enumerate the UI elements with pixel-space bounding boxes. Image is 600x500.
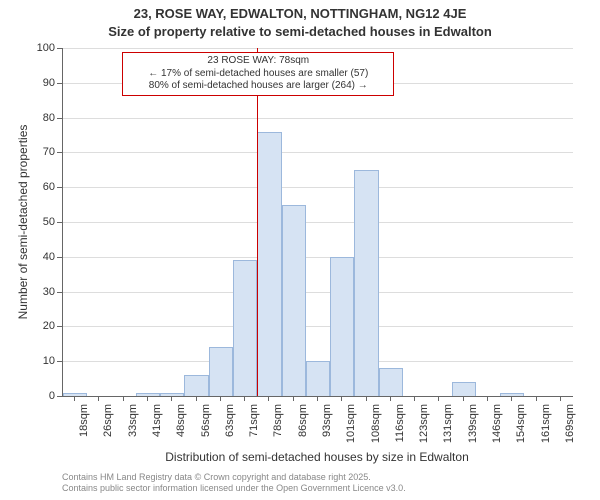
y-tick-label: 80: [27, 112, 55, 124]
histogram-bar: [160, 393, 184, 396]
y-tick-label: 0: [27, 390, 55, 402]
y-tick: [57, 396, 62, 397]
x-tick-label: 33sqm: [127, 404, 139, 444]
x-tick-label: 131sqm: [442, 404, 454, 444]
x-tick-label: 146sqm: [491, 404, 503, 444]
histogram-bar: [257, 132, 281, 396]
histogram-bar: [233, 260, 257, 396]
histogram-bar: [452, 382, 476, 396]
x-tick: [511, 396, 512, 401]
y-tick: [57, 152, 62, 153]
histogram-bar: [282, 205, 306, 396]
x-tick-label: 41sqm: [151, 404, 163, 444]
gridline: [63, 48, 573, 49]
x-tick: [123, 396, 124, 401]
x-tick-label: 93sqm: [321, 404, 333, 444]
histogram-bar: [306, 361, 330, 396]
x-tick-label: 116sqm: [394, 404, 406, 444]
x-tick-label: 123sqm: [418, 404, 430, 444]
y-tick-label: 40: [27, 251, 55, 263]
y-tick: [57, 48, 62, 49]
y-tick: [57, 257, 62, 258]
x-tick-label: 48sqm: [175, 404, 187, 444]
y-tick: [57, 361, 62, 362]
x-tick-label: 139sqm: [467, 404, 479, 444]
footer-attribution: Contains HM Land Registry data © Crown c…: [62, 472, 406, 494]
y-tick: [57, 292, 62, 293]
x-tick: [147, 396, 148, 401]
y-tick-label: 90: [27, 77, 55, 89]
x-axis-title: Distribution of semi-detached houses by …: [62, 450, 572, 464]
x-tick: [463, 396, 464, 401]
gridline: [63, 118, 573, 119]
x-tick-label: 169sqm: [564, 404, 576, 444]
x-tick: [560, 396, 561, 401]
x-tick-label: 108sqm: [370, 404, 382, 444]
histogram-bar: [354, 170, 378, 396]
histogram-bar: [209, 347, 233, 396]
x-tick: [366, 396, 367, 401]
footer-line-1: Contains HM Land Registry data © Crown c…: [62, 472, 406, 483]
histogram-bar: [184, 375, 208, 396]
y-tick: [57, 83, 62, 84]
x-tick-label: 86sqm: [297, 404, 309, 444]
x-tick-label: 154sqm: [515, 404, 527, 444]
x-tick-label: 161sqm: [540, 404, 552, 444]
x-tick-label: 101sqm: [345, 404, 357, 444]
gridline: [63, 187, 573, 188]
chart-title-address: 23, ROSE WAY, EDWALTON, NOTTINGHAM, NG12…: [0, 6, 600, 21]
x-tick: [244, 396, 245, 401]
y-tick: [57, 222, 62, 223]
chart-title-subtitle: Size of property relative to semi-detach…: [0, 24, 600, 39]
footer-line-2: Contains public sector information licen…: [62, 483, 406, 494]
x-tick: [220, 396, 221, 401]
annotation-line: 80% of semi-detached houses are larger (…: [127, 80, 389, 93]
x-tick-label: 63sqm: [224, 404, 236, 444]
y-tick: [57, 118, 62, 119]
y-tick-label: 100: [27, 42, 55, 54]
annotation-line: 23 ROSE WAY: 78sqm: [127, 55, 389, 68]
gridline: [63, 257, 573, 258]
gridline: [63, 292, 573, 293]
gridline: [63, 326, 573, 327]
y-tick-label: 10: [27, 355, 55, 367]
y-tick: [57, 187, 62, 188]
histogram-bar: [500, 393, 524, 396]
x-tick: [196, 396, 197, 401]
y-tick: [57, 326, 62, 327]
x-tick: [171, 396, 172, 401]
x-tick-label: 18sqm: [78, 404, 90, 444]
y-tick-label: 70: [27, 146, 55, 158]
x-tick: [317, 396, 318, 401]
y-tick-label: 50: [27, 216, 55, 228]
x-tick-label: 56sqm: [200, 404, 212, 444]
histogram-bar: [63, 393, 87, 396]
gridline: [63, 222, 573, 223]
x-tick: [293, 396, 294, 401]
x-tick: [268, 396, 269, 401]
plot-area: 23 ROSE WAY: 78sqm← 17% of semi-detached…: [62, 48, 573, 397]
x-tick: [536, 396, 537, 401]
reference-line: [257, 48, 258, 396]
y-tick-label: 30: [27, 286, 55, 298]
annotation-line: ← 17% of semi-detached houses are smalle…: [127, 68, 389, 81]
x-tick: [414, 396, 415, 401]
histogram-bar: [330, 257, 354, 396]
y-tick-label: 60: [27, 181, 55, 193]
x-tick-label: 78sqm: [272, 404, 284, 444]
x-tick: [390, 396, 391, 401]
x-tick: [74, 396, 75, 401]
gridline: [63, 152, 573, 153]
x-tick: [487, 396, 488, 401]
x-tick: [438, 396, 439, 401]
x-tick: [341, 396, 342, 401]
annotation-box: 23 ROSE WAY: 78sqm← 17% of semi-detached…: [122, 52, 394, 96]
x-tick: [98, 396, 99, 401]
histogram-bar: [379, 368, 403, 396]
property-size-chart: 23, ROSE WAY, EDWALTON, NOTTINGHAM, NG12…: [0, 0, 600, 500]
x-tick-label: 71sqm: [248, 404, 260, 444]
y-tick-label: 20: [27, 320, 55, 332]
x-tick-label: 26sqm: [102, 404, 114, 444]
